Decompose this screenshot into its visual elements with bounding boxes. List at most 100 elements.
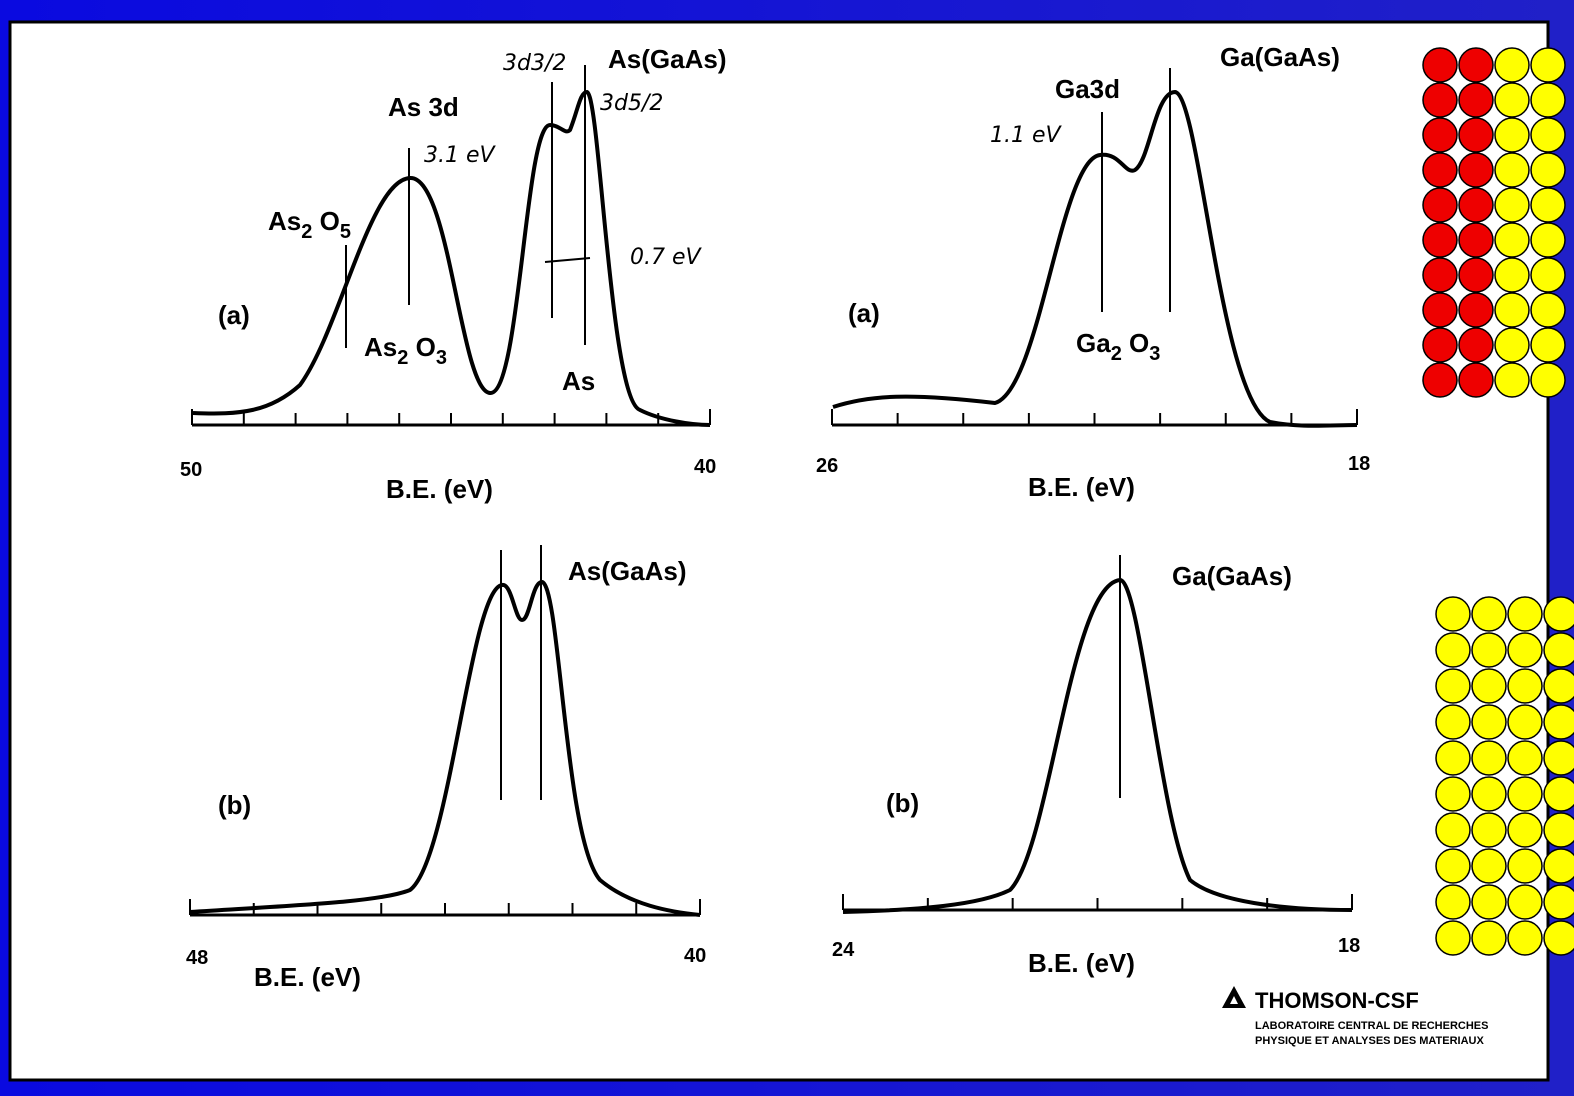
atom [1458, 187, 1494, 223]
species-label: As(GaAs) [608, 44, 726, 74]
text-part: 2 [397, 347, 408, 369]
annotation: 3d3/2 [503, 51, 566, 76]
text-part: Ga [1076, 328, 1111, 358]
atom [1494, 82, 1530, 118]
atom [1471, 884, 1507, 920]
atom [1471, 632, 1507, 668]
atom [1458, 327, 1494, 363]
x-start-label: 26 [816, 455, 838, 477]
text-part: 3 [1149, 343, 1160, 365]
atom [1458, 292, 1494, 328]
annotation: 3.1 eV [424, 143, 497, 168]
text-part: O [408, 332, 435, 362]
atom [1471, 668, 1507, 704]
atom [1494, 362, 1530, 398]
peak-label: As 3d [388, 92, 459, 122]
text-part: 2 [301, 221, 312, 243]
atom [1507, 884, 1543, 920]
atom [1507, 920, 1543, 956]
atom [1435, 704, 1471, 740]
atom [1458, 362, 1494, 398]
atom [1530, 117, 1566, 153]
annotation: 0.7 eV [630, 245, 703, 270]
atom [1422, 187, 1458, 223]
atom [1507, 596, 1543, 632]
logo-text: THOMSON-CSF [1255, 988, 1419, 1013]
x-start-label: 48 [186, 947, 208, 969]
atom [1458, 117, 1494, 153]
atom [1458, 152, 1494, 188]
atom [1507, 776, 1543, 812]
atom [1543, 812, 1574, 848]
atom [1435, 812, 1471, 848]
panel-label: (b) [886, 788, 919, 818]
atom [1494, 292, 1530, 328]
oxide-label: As2 O3 [364, 332, 447, 369]
atom [1530, 292, 1566, 328]
peak-label: Ga3d [1055, 74, 1120, 104]
atom [1494, 257, 1530, 293]
atom [1530, 47, 1566, 83]
atom [1543, 848, 1574, 884]
atom [1435, 776, 1471, 812]
x-end-label: 40 [684, 945, 706, 967]
atom [1471, 848, 1507, 884]
x-start-label: 50 [180, 459, 202, 481]
text-part: 2 [1111, 343, 1122, 365]
atom [1435, 632, 1471, 668]
atom [1543, 704, 1574, 740]
atom-lattice [1422, 47, 1574, 956]
atom [1435, 848, 1471, 884]
atom [1543, 668, 1574, 704]
logo: THOMSON-CSF LABORATOIRE CENTRAL DE RECHE… [1222, 986, 1488, 1047]
atom [1543, 596, 1574, 632]
figure-panel [8, 20, 1550, 1082]
atom [1507, 632, 1543, 668]
footer-line: PHYSIQUE ET ANALYSES DES MATERIAUX [1255, 1035, 1484, 1047]
atom [1507, 668, 1543, 704]
atom [1422, 47, 1458, 83]
atom [1543, 920, 1574, 956]
spectrum-as-a: As 3d As(GaAs) As2 O5 (a) As2 O3 As 3d3/… [180, 44, 726, 504]
atom [1422, 292, 1458, 328]
atom [1507, 848, 1543, 884]
annotation: 1.1 eV [990, 123, 1063, 148]
atom [1507, 704, 1543, 740]
atom [1494, 152, 1530, 188]
atom [1422, 362, 1458, 398]
atom [1471, 740, 1507, 776]
atom [1422, 82, 1458, 118]
atom [1543, 776, 1574, 812]
atom [1494, 117, 1530, 153]
atom [1458, 222, 1494, 258]
species-label: Ga(GaAs) [1172, 561, 1292, 591]
x-axis-title: B.E. (eV) [254, 962, 361, 992]
x-axis-title: B.E. (eV) [1028, 472, 1135, 502]
x-axis-title: B.E. (eV) [1028, 948, 1135, 978]
species-label: As(GaAs) [568, 556, 686, 586]
atom [1530, 222, 1566, 258]
atom [1530, 82, 1566, 118]
text-part: As [268, 206, 301, 236]
atom [1471, 596, 1507, 632]
atom [1494, 187, 1530, 223]
atom [1458, 47, 1494, 83]
atom [1435, 668, 1471, 704]
atom [1422, 152, 1458, 188]
atom [1435, 740, 1471, 776]
atom [1458, 257, 1494, 293]
atom [1530, 187, 1566, 223]
atom [1494, 222, 1530, 258]
atom [1494, 47, 1530, 83]
atom [1422, 257, 1458, 293]
x-end-label: 18 [1348, 453, 1370, 475]
atom [1435, 884, 1471, 920]
atom [1543, 884, 1574, 920]
atom [1422, 327, 1458, 363]
atom [1471, 776, 1507, 812]
panel-label: (b) [218, 790, 251, 820]
atom [1530, 257, 1566, 293]
atom [1543, 632, 1574, 668]
atom [1471, 812, 1507, 848]
atom [1530, 362, 1566, 398]
